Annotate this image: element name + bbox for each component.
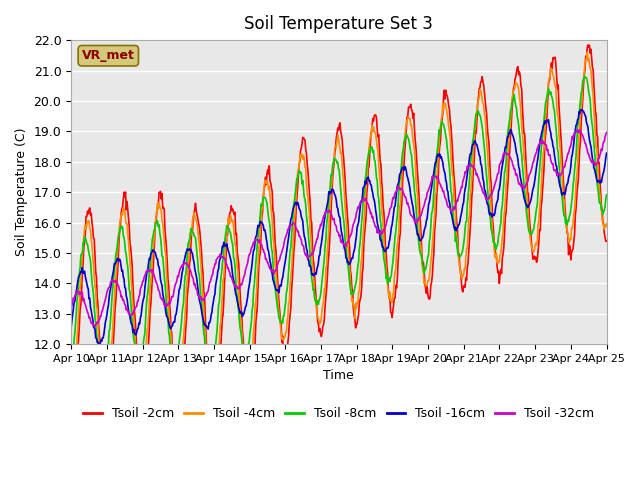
Tsoil -32cm (91, 324, 99, 329)
Y-axis label: Soil Temperature (C): Soil Temperature (C) (15, 128, 28, 256)
Title: Soil Temperature Set 3: Soil Temperature Set 3 (244, 15, 433, 33)
Tsoil -4cm (420, 281, 428, 287)
Tsoil -32cm (216, 253, 223, 259)
Line: Tsoil -4cm: Tsoil -4cm (71, 52, 607, 400)
Tsoil -2cm (132, 331, 140, 336)
Text: VR_met: VR_met (82, 49, 135, 62)
Tsoil -16cm (77, 269, 84, 275)
Tsoil -32cm (77, 291, 84, 297)
Tsoil -32cm (576, 127, 584, 132)
Tsoil -8cm (216, 300, 223, 305)
Tsoil -2cm (77, 301, 84, 307)
X-axis label: Time: Time (323, 370, 354, 383)
Tsoil -8cm (99, 372, 107, 377)
Tsoil -16cm (216, 258, 223, 264)
Tsoil -16cm (420, 228, 428, 234)
Tsoil -32cm (603, 130, 611, 135)
Tsoil -2cm (404, 104, 412, 110)
Tsoil -8cm (188, 226, 195, 231)
Tsoil -2cm (67, 409, 75, 415)
Tsoil -4cm (603, 221, 611, 227)
Tsoil -16cm (577, 107, 584, 113)
Tsoil -32cm (133, 303, 141, 309)
Tsoil -16cm (67, 325, 75, 331)
Tsoil -4cm (68, 397, 76, 403)
Tsoil -32cm (188, 270, 195, 276)
Line: Tsoil -32cm: Tsoil -32cm (71, 130, 607, 326)
Tsoil -4cm (133, 350, 141, 356)
Tsoil -32cm (420, 203, 428, 208)
Tsoil -4cm (584, 49, 591, 55)
Tsoil -2cm (420, 267, 428, 273)
Tsoil -16cm (133, 329, 141, 335)
Tsoil -2cm (216, 374, 223, 380)
Line: Tsoil -2cm: Tsoil -2cm (71, 45, 607, 419)
Tsoil -8cm (420, 270, 428, 276)
Tsoil -16cm (95, 342, 103, 348)
Tsoil -16cm (404, 179, 412, 184)
Tsoil -8cm (603, 192, 611, 198)
Tsoil -8cm (67, 365, 75, 371)
Tsoil -4cm (216, 338, 223, 344)
Tsoil -8cm (581, 73, 589, 79)
Line: Tsoil -8cm: Tsoil -8cm (71, 76, 607, 374)
Tsoil -16cm (603, 150, 611, 156)
Tsoil -32cm (404, 204, 412, 209)
Tsoil -8cm (77, 252, 84, 258)
Tsoil -2cm (186, 255, 194, 261)
Tsoil -32cm (67, 305, 75, 311)
Tsoil -2cm (584, 42, 592, 48)
Tsoil -8cm (404, 136, 412, 142)
Tsoil -4cm (67, 396, 75, 401)
Tsoil -2cm (211, 416, 219, 421)
Tsoil -16cm (188, 247, 195, 253)
Tsoil -4cm (188, 232, 195, 238)
Tsoil -8cm (133, 357, 141, 363)
Tsoil -4cm (404, 114, 412, 120)
Line: Tsoil -16cm: Tsoil -16cm (71, 110, 607, 345)
Tsoil -2cm (603, 238, 611, 244)
Tsoil -4cm (77, 261, 85, 267)
Legend: Tsoil -2cm, Tsoil -4cm, Tsoil -8cm, Tsoil -16cm, Tsoil -32cm: Tsoil -2cm, Tsoil -4cm, Tsoil -8cm, Tsoi… (79, 402, 599, 425)
